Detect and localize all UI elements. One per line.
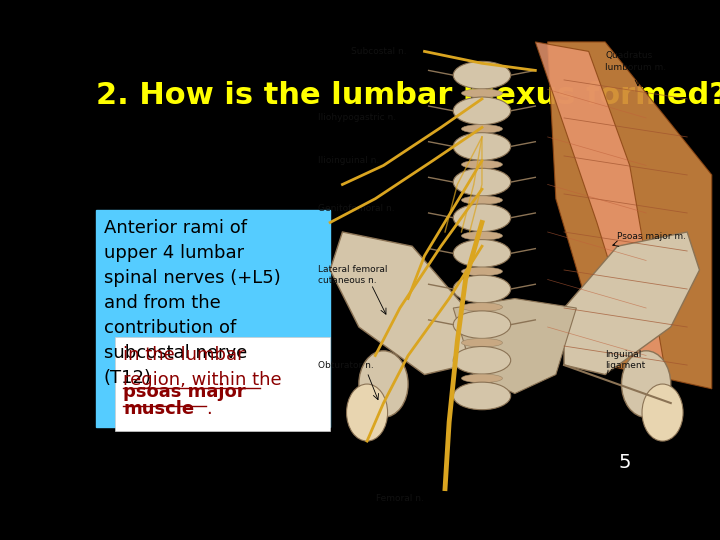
Ellipse shape bbox=[454, 347, 510, 374]
Polygon shape bbox=[330, 232, 466, 375]
Text: Subcostal n.: Subcostal n. bbox=[351, 47, 406, 56]
FancyBboxPatch shape bbox=[96, 210, 330, 427]
Ellipse shape bbox=[642, 384, 683, 441]
Ellipse shape bbox=[359, 351, 408, 417]
Ellipse shape bbox=[454, 168, 510, 196]
Ellipse shape bbox=[462, 232, 503, 240]
Text: Inguinal
ligament: Inguinal ligament bbox=[605, 350, 645, 370]
Ellipse shape bbox=[454, 62, 510, 89]
Ellipse shape bbox=[454, 133, 510, 160]
Ellipse shape bbox=[462, 196, 503, 205]
Ellipse shape bbox=[621, 351, 671, 417]
Text: Lateral femoral
cutaneous n.: Lateral femoral cutaneous n. bbox=[318, 265, 387, 285]
Ellipse shape bbox=[454, 311, 510, 339]
Text: Quadratus
lumborum m.: Quadratus lumborum m. bbox=[605, 51, 666, 71]
Polygon shape bbox=[548, 42, 712, 389]
Ellipse shape bbox=[462, 160, 503, 169]
FancyBboxPatch shape bbox=[115, 337, 330, 431]
Polygon shape bbox=[536, 42, 671, 422]
Text: 2. How is the lumbar plexus formed?: 2. How is the lumbar plexus formed? bbox=[96, 82, 720, 111]
Polygon shape bbox=[564, 232, 700, 375]
Text: Genitofemoral n.: Genitofemoral n. bbox=[318, 204, 395, 213]
Ellipse shape bbox=[462, 125, 503, 133]
Ellipse shape bbox=[462, 267, 503, 276]
Ellipse shape bbox=[462, 374, 503, 383]
Ellipse shape bbox=[454, 275, 510, 303]
Polygon shape bbox=[454, 299, 577, 394]
Text: Ilioinguinal n.: Ilioinguinal n. bbox=[318, 156, 379, 165]
Ellipse shape bbox=[454, 97, 510, 125]
Text: Obturator n.: Obturator n. bbox=[318, 361, 374, 369]
Ellipse shape bbox=[462, 89, 503, 98]
Ellipse shape bbox=[346, 384, 387, 441]
Text: .: . bbox=[206, 400, 212, 418]
Text: psoas major: psoas major bbox=[124, 383, 246, 401]
Text: Anterior rami of
upper 4 lumbar
spinal nerves (+L5)
and from the
contribution of: Anterior rami of upper 4 lumbar spinal n… bbox=[104, 219, 281, 387]
Text: Psoas major m.: Psoas major m. bbox=[618, 232, 686, 241]
Text: Femoral n.: Femoral n. bbox=[376, 494, 424, 503]
Text: 5: 5 bbox=[618, 453, 631, 472]
Ellipse shape bbox=[462, 303, 503, 312]
Text: in the lumbar
region, within the: in the lumbar region, within the bbox=[124, 346, 282, 389]
Ellipse shape bbox=[454, 204, 510, 232]
Ellipse shape bbox=[462, 339, 503, 347]
Text: muscle: muscle bbox=[124, 400, 194, 418]
Ellipse shape bbox=[454, 240, 510, 267]
Text: Iliohypogastric n.: Iliohypogastric n. bbox=[318, 113, 396, 123]
Ellipse shape bbox=[454, 382, 510, 410]
